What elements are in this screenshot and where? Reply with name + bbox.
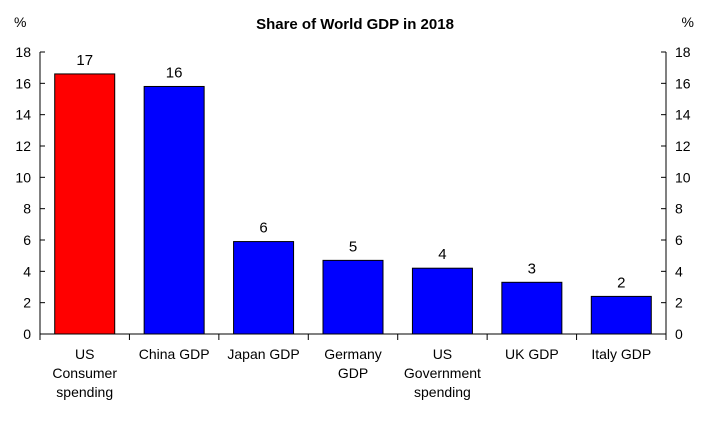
x-category-label: GDP [338,365,368,381]
right-y-tick-label: 10 [675,169,691,185]
bar-data-label: 3 [528,260,536,277]
x-category-label: spending [56,384,113,400]
bar-data-label: 17 [76,52,93,69]
right-y-tick-label: 12 [675,138,691,154]
x-category-label: UK GDP [505,346,559,362]
left-y-tick-label: 14 [15,107,31,123]
x-category-label: Italy GDP [591,346,651,362]
x-category-label: China GDP [139,346,210,362]
chart-title: Share of World GDP in 2018 [256,16,454,33]
x-category-label: Consumer [52,365,117,381]
bar-data-label: 2 [617,274,625,291]
plot-area: 0 0 2 2 4 4 6 6 8 8 10 10 12 12 14 14 16 16 18 18 17 US Consum… [15,44,690,400]
left-y-tick-label: 0 [23,326,31,342]
x-category-label: US [433,346,452,362]
left-y-tick-label: 2 [23,295,31,311]
x-category-label: US [75,346,94,362]
right-axis-unit-label: % [682,14,694,30]
right-y-tick-label: 0 [675,326,683,342]
bar-data-label: 16 [166,64,183,81]
left-y-tick-label: 18 [15,44,31,60]
bar [590,295,652,335]
right-y-tick-label: 4 [675,263,683,279]
left-y-tick-label: 8 [23,201,31,217]
bar [233,241,295,335]
left-y-tick-label: 16 [15,75,31,91]
right-y-tick-label: 2 [675,295,683,311]
left-y-tick-label: 12 [15,138,31,154]
bar [143,85,205,335]
x-category-label: Japan GDP [227,346,299,362]
bar [501,281,563,335]
bar-data-label: 4 [438,246,446,263]
left-axis-unit-label: % [14,14,26,30]
right-y-tick-label: 18 [675,44,691,60]
bar-data-label: 6 [259,220,267,237]
right-y-tick-label: 6 [675,232,683,248]
left-y-tick-label: 4 [23,263,31,279]
bar [322,259,384,335]
bar [54,73,116,335]
right-y-tick-label: 8 [675,201,683,217]
right-y-tick-label: 16 [675,75,691,91]
left-y-tick-label: 10 [15,169,31,185]
bar [411,267,473,335]
x-category-label: Germany [324,346,382,362]
left-y-tick-label: 6 [23,232,31,248]
right-y-tick-label: 14 [675,107,691,123]
bar-data-label: 5 [349,238,357,255]
x-category-label: spending [414,384,471,400]
x-category-label: Government [404,365,481,381]
